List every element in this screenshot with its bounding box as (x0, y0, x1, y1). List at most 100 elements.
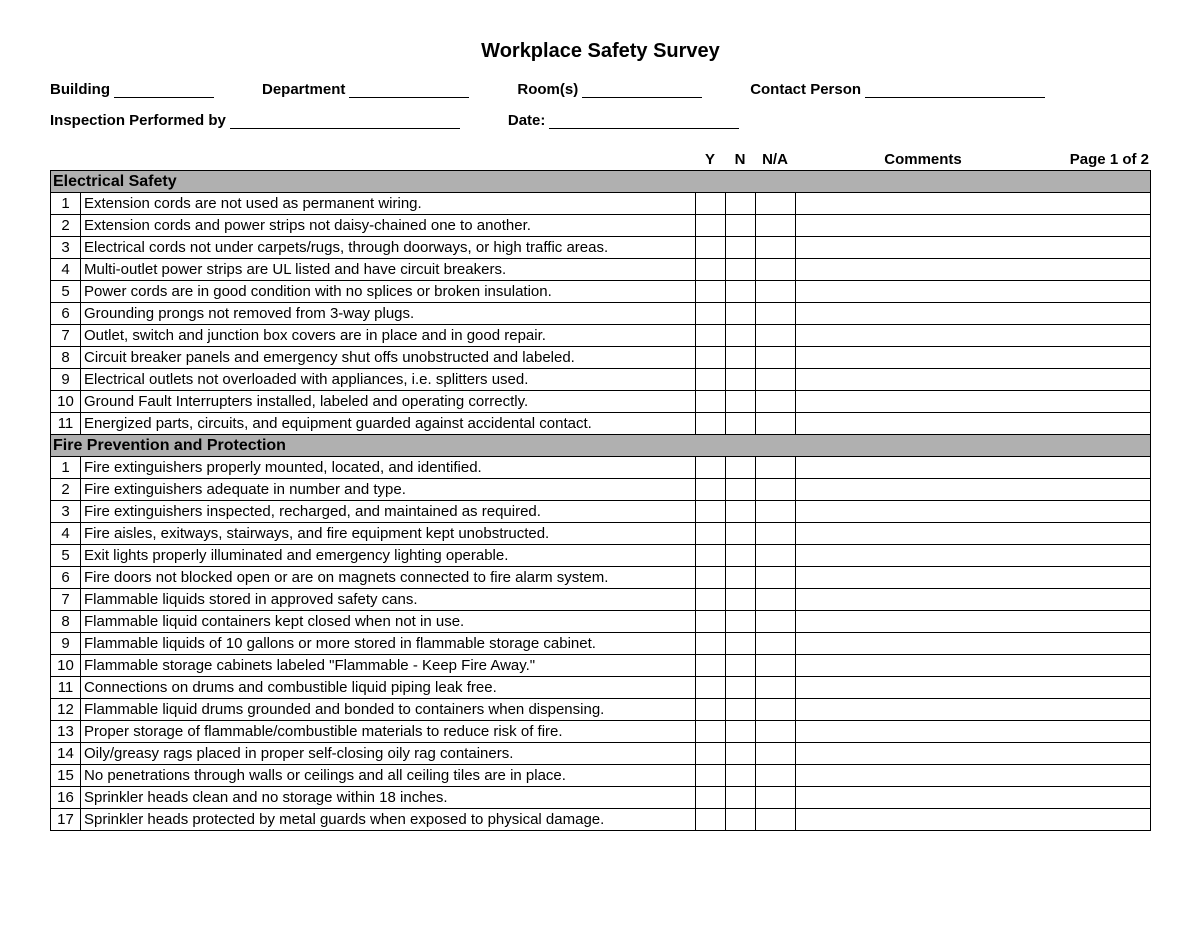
checkbox-n[interactable] (726, 677, 756, 699)
comments-cell[interactable] (796, 391, 1151, 413)
checkbox-na[interactable] (756, 721, 796, 743)
checkbox-y[interactable] (696, 215, 726, 237)
comments-cell[interactable] (796, 787, 1151, 809)
comments-cell[interactable] (796, 281, 1151, 303)
checkbox-n[interactable] (726, 259, 756, 281)
checkbox-n[interactable] (726, 215, 756, 237)
checkbox-y[interactable] (696, 589, 726, 611)
checkbox-n[interactable] (726, 281, 756, 303)
comments-cell[interactable] (796, 699, 1151, 721)
checkbox-y[interactable] (696, 303, 726, 325)
checkbox-n[interactable] (726, 699, 756, 721)
checkbox-y[interactable] (696, 611, 726, 633)
checkbox-y[interactable] (696, 633, 726, 655)
checkbox-y[interactable] (696, 677, 726, 699)
checkbox-na[interactable] (756, 215, 796, 237)
checkbox-na[interactable] (756, 809, 796, 831)
checkbox-na[interactable] (756, 545, 796, 567)
checkbox-na[interactable] (756, 237, 796, 259)
checkbox-n[interactable] (726, 809, 756, 831)
checkbox-na[interactable] (756, 501, 796, 523)
checkbox-na[interactable] (756, 523, 796, 545)
comments-cell[interactable] (796, 347, 1151, 369)
comments-cell[interactable] (796, 677, 1151, 699)
checkbox-y[interactable] (696, 259, 726, 281)
checkbox-y[interactable] (696, 655, 726, 677)
checkbox-y[interactable] (696, 699, 726, 721)
checkbox-y[interactable] (696, 501, 726, 523)
checkbox-y[interactable] (696, 457, 726, 479)
checkbox-na[interactable] (756, 743, 796, 765)
inspector-input-line[interactable] (230, 113, 460, 129)
comments-cell[interactable] (796, 369, 1151, 391)
comments-cell[interactable] (796, 479, 1151, 501)
checkbox-n[interactable] (726, 633, 756, 655)
comments-cell[interactable] (796, 765, 1151, 787)
comments-cell[interactable] (796, 523, 1151, 545)
checkbox-na[interactable] (756, 347, 796, 369)
checkbox-na[interactable] (756, 259, 796, 281)
checkbox-n[interactable] (726, 457, 756, 479)
checkbox-y[interactable] (696, 545, 726, 567)
checkbox-na[interactable] (756, 281, 796, 303)
checkbox-na[interactable] (756, 699, 796, 721)
checkbox-y[interactable] (696, 237, 726, 259)
comments-cell[interactable] (796, 413, 1151, 435)
comments-cell[interactable] (796, 325, 1151, 347)
checkbox-n[interactable] (726, 413, 756, 435)
comments-cell[interactable] (796, 721, 1151, 743)
checkbox-n[interactable] (726, 237, 756, 259)
checkbox-na[interactable] (756, 479, 796, 501)
department-input-line[interactable] (349, 82, 469, 98)
checkbox-na[interactable] (756, 369, 796, 391)
comments-cell[interactable] (796, 611, 1151, 633)
checkbox-n[interactable] (726, 655, 756, 677)
checkbox-n[interactable] (726, 787, 756, 809)
rooms-input-line[interactable] (582, 82, 702, 98)
checkbox-n[interactable] (726, 303, 756, 325)
comments-cell[interactable] (796, 633, 1151, 655)
checkbox-na[interactable] (756, 457, 796, 479)
comments-cell[interactable] (796, 215, 1151, 237)
comments-cell[interactable] (796, 589, 1151, 611)
checkbox-n[interactable] (726, 479, 756, 501)
checkbox-n[interactable] (726, 589, 756, 611)
comments-cell[interactable] (796, 567, 1151, 589)
checkbox-y[interactable] (696, 347, 726, 369)
comments-cell[interactable] (796, 259, 1151, 281)
date-input-line[interactable] (549, 113, 739, 129)
checkbox-na[interactable] (756, 303, 796, 325)
checkbox-n[interactable] (726, 501, 756, 523)
checkbox-na[interactable] (756, 765, 796, 787)
checkbox-na[interactable] (756, 391, 796, 413)
comments-cell[interactable] (796, 809, 1151, 831)
checkbox-n[interactable] (726, 721, 756, 743)
checkbox-y[interactable] (696, 721, 726, 743)
checkbox-na[interactable] (756, 325, 796, 347)
checkbox-y[interactable] (696, 567, 726, 589)
checkbox-na[interactable] (756, 787, 796, 809)
checkbox-n[interactable] (726, 369, 756, 391)
checkbox-n[interactable] (726, 325, 756, 347)
checkbox-y[interactable] (696, 809, 726, 831)
checkbox-na[interactable] (756, 193, 796, 215)
checkbox-na[interactable] (756, 413, 796, 435)
comments-cell[interactable] (796, 743, 1151, 765)
checkbox-na[interactable] (756, 611, 796, 633)
checkbox-na[interactable] (756, 655, 796, 677)
checkbox-y[interactable] (696, 193, 726, 215)
checkbox-na[interactable] (756, 589, 796, 611)
checkbox-n[interactable] (726, 611, 756, 633)
comments-cell[interactable] (796, 303, 1151, 325)
checkbox-n[interactable] (726, 523, 756, 545)
checkbox-na[interactable] (756, 567, 796, 589)
checkbox-n[interactable] (726, 391, 756, 413)
checkbox-n[interactable] (726, 193, 756, 215)
comments-cell[interactable] (796, 655, 1151, 677)
checkbox-y[interactable] (696, 787, 726, 809)
checkbox-na[interactable] (756, 677, 796, 699)
checkbox-y[interactable] (696, 765, 726, 787)
comments-cell[interactable] (796, 193, 1151, 215)
checkbox-y[interactable] (696, 523, 726, 545)
comments-cell[interactable] (796, 457, 1151, 479)
